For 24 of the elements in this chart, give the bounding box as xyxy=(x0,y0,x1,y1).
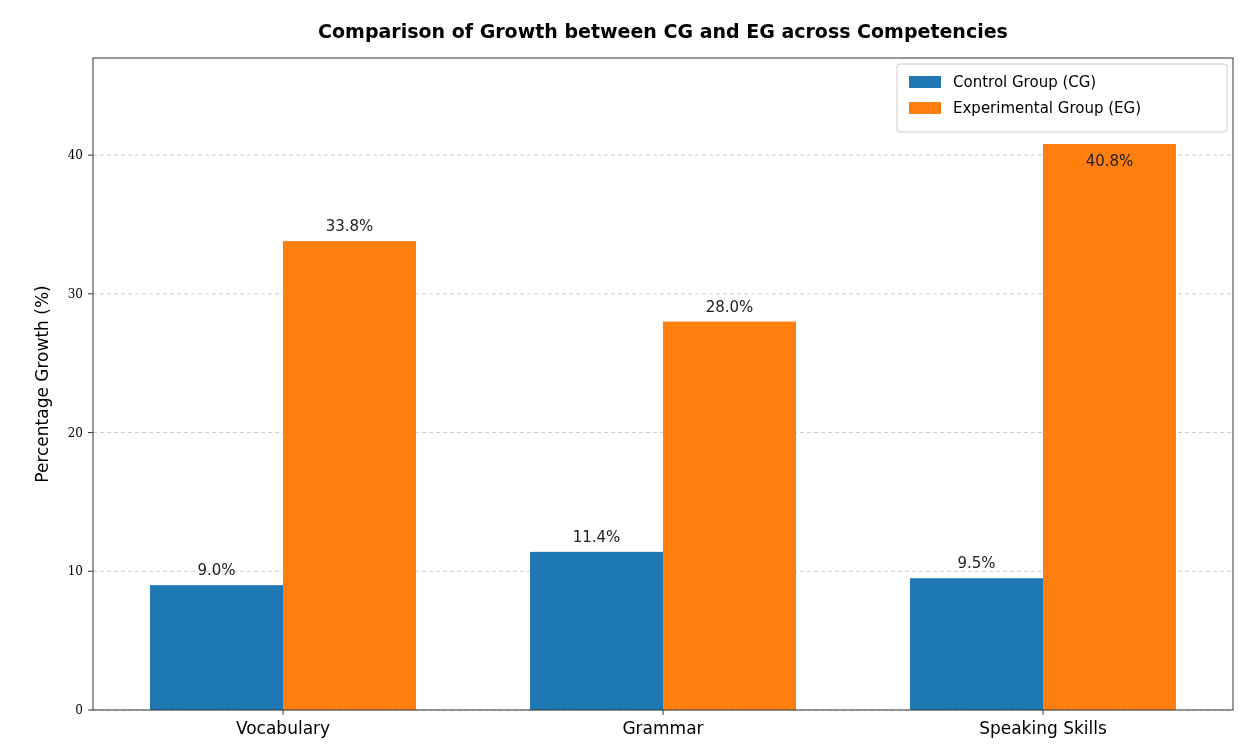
y-tick-label: 30 xyxy=(67,287,83,302)
y-tick-label: 20 xyxy=(67,425,83,440)
data-label: 33.8% xyxy=(325,217,374,236)
data-label: 9.0% xyxy=(197,561,236,580)
y-axis-title: Percentage Growth (%) xyxy=(32,285,52,483)
bar xyxy=(283,241,416,710)
legend-label: Experimental Group (EG) xyxy=(953,99,1142,118)
x-tick-label: Grammar xyxy=(622,718,704,738)
data-label: 28.0% xyxy=(705,297,754,316)
y-tick-label: 0 xyxy=(75,703,83,718)
bar xyxy=(910,578,1043,710)
bar xyxy=(663,321,796,710)
y-tick-label: 40 xyxy=(67,148,83,163)
legend-label: Control Group (CG) xyxy=(953,73,1097,92)
chart-title: Comparison of Growth between CG and EG across Competencies xyxy=(318,20,1008,42)
y-tick-label: 10 xyxy=(67,564,83,579)
x-tick-label: Speaking Skills xyxy=(979,718,1107,738)
bar xyxy=(1043,144,1176,710)
data-label: 40.8% xyxy=(1085,152,1134,171)
bar xyxy=(530,551,663,710)
bar xyxy=(150,585,283,710)
data-label: 11.4% xyxy=(572,527,621,546)
x-tick-label: Vocabulary xyxy=(235,718,331,738)
data-label: 9.5% xyxy=(957,554,996,573)
